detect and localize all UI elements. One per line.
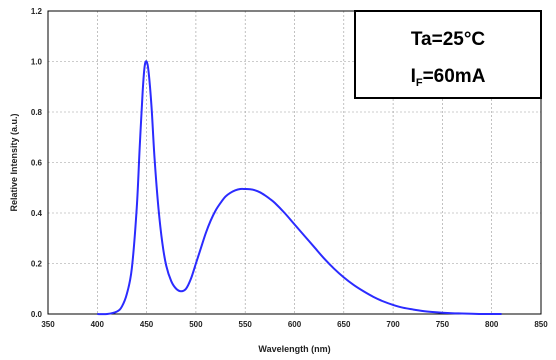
y-tick-label: 0.8: [31, 108, 43, 117]
plot-frame: [47, 10, 542, 315]
x-tick-label: 800: [485, 320, 499, 329]
y-tick-label: 0.6: [31, 159, 43, 168]
y-tick-label: 0.2: [31, 260, 43, 269]
x-tick-labels: 350 400 450 500 550 600 650 700 750 800 850: [41, 320, 548, 329]
y-axis-label: Relative Intensity (a.u.): [9, 113, 19, 211]
annotation-temperature: Ta=25°C: [411, 29, 486, 50]
y-tick-label: 0.0: [31, 310, 43, 319]
x-tick-label: 450: [140, 320, 154, 329]
y-tick-label: 1.0: [31, 58, 43, 67]
x-tick-label: 600: [288, 320, 302, 329]
annotation-current: IF=60mA: [411, 66, 486, 89]
y-tick-label: 0.4: [31, 209, 43, 218]
x-tick-label: 700: [386, 320, 400, 329]
x-tick-label: 550: [239, 320, 253, 329]
x-tick-label: 400: [91, 320, 105, 329]
spectrum-line: [97, 60, 502, 316]
x-tick-label: 500: [189, 320, 203, 329]
y-tick-label: 1.2: [31, 7, 43, 16]
y-tick-labels: 0.0 0.2 0.4 0.6 0.8 1.0 1.2: [31, 7, 43, 319]
x-tick-label: 750: [436, 320, 450, 329]
x-tick-label: 850: [534, 320, 548, 329]
x-tick-label: 350: [41, 320, 55, 329]
x-axis-label: Wavelength (nm): [258, 344, 330, 354]
annotation-box: Ta=25°C IF=60mA: [354, 10, 542, 99]
x-tick-label: 650: [337, 320, 351, 329]
